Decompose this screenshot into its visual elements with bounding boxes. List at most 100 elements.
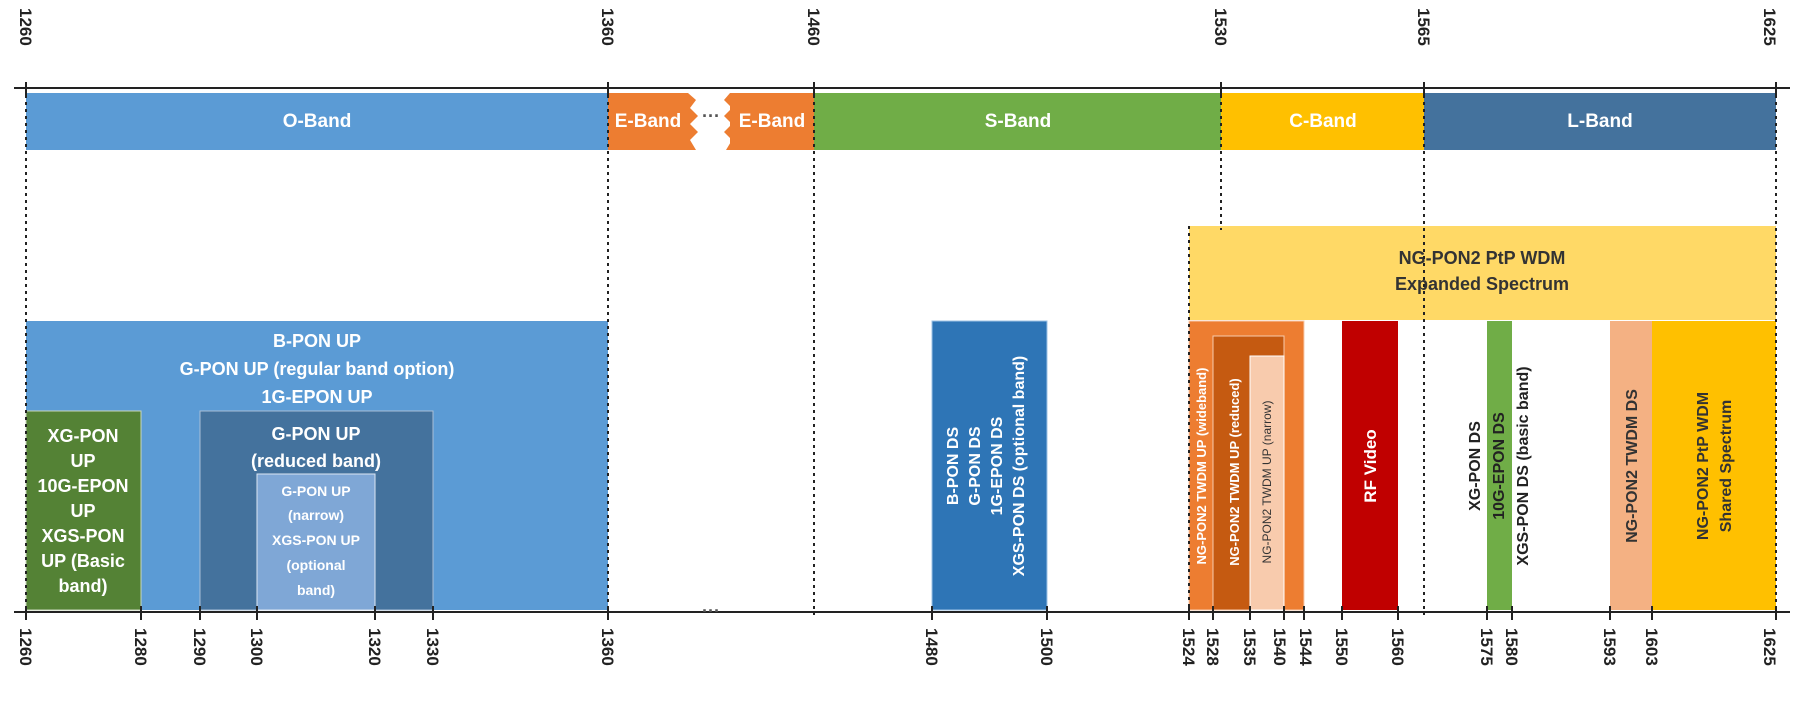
- top-axis-ticks: [25, 82, 1777, 95]
- bottom-tick-label-1528: 1528: [1203, 628, 1222, 666]
- band-l-label: L-Band: [1567, 111, 1632, 132]
- band-bar: O-Band E-Band E-Band ··· S-Band C-Band L…: [26, 93, 1776, 150]
- twdm-reduced-label: NG-PON2 TWDM UP (reduced): [1227, 378, 1242, 566]
- rf-video-label: RF Video: [1361, 429, 1380, 502]
- band-break-left: [688, 93, 698, 150]
- top-tick-label-1360: 1360: [598, 8, 617, 46]
- ngpon2-expanded-line-2: Expanded Spectrum: [1395, 274, 1569, 294]
- bottom-tick-label-1260: 1260: [16, 628, 35, 666]
- bpon-ds-rect: [931, 320, 1048, 611]
- xgpon-ds-block: XG-PON DS 10G-EPON DS XGS-PON DS (basic …: [1467, 321, 1532, 610]
- band-c-label: C-Band: [1289, 111, 1357, 132]
- bottom-tick-label-1560: 1560: [1388, 628, 1407, 666]
- ngpon2-expanded-rect: [1189, 226, 1776, 320]
- bottom-tick-label-1575: 1575: [1477, 628, 1496, 666]
- bottom-tick-label-1625: 1625: [1760, 628, 1779, 666]
- xgpon-up-line-1: XG-PON: [47, 426, 118, 446]
- ngpon2-shared-block: NG-PON2 PtP WDM Shared Spectrum: [1652, 321, 1776, 610]
- bottom-axis-break-mark: ···: [702, 601, 720, 621]
- gpon-reduced-line-2: (reduced band): [251, 451, 381, 471]
- bpon-ds-block: B-PON DS G-PON DS 1G-EPON DS XGS-PON DS …: [931, 320, 1048, 611]
- xgpon-ds-line-2: 10G-EPON DS: [1491, 412, 1508, 520]
- twdm-narrow-rect: [1249, 355, 1285, 611]
- bottom-tick-label-1320: 1320: [365, 628, 384, 666]
- gpon-narrow-line-3: XGS-PON UP: [272, 532, 360, 548]
- bottom-tick-label-1580: 1580: [1502, 628, 1521, 666]
- bottom-tick-label-1524: 1524: [1179, 628, 1198, 666]
- band-s-label: S-Band: [985, 111, 1052, 132]
- band-e-left-label: E-Band: [615, 111, 682, 132]
- xgpon-up-line-7: band): [59, 576, 108, 596]
- xgpon-ds-line-3: XGS-PON DS (basic band): [1515, 366, 1532, 565]
- bpon-ds-line-1: B-PON DS: [945, 427, 962, 506]
- rf-video-block: RF Video: [1342, 321, 1398, 610]
- twdm-up-group: NG-PON2 TWDM UP (wideband) NG-PON2 TWDM …: [1188, 320, 1305, 611]
- rf-video-rect: [1342, 321, 1398, 610]
- bpon-ds-line-4: XGS-PON DS (optional band): [1011, 356, 1028, 576]
- bpon-up-line-2: G-PON UP (regular band option): [180, 359, 455, 379]
- bottom-tick-label-1544: 1544: [1296, 628, 1315, 666]
- band-o: [26, 93, 608, 150]
- bottom-tick-label-1500: 1500: [1037, 628, 1056, 666]
- xgpon-up-line-6: UP (Basic: [41, 551, 125, 571]
- bottom-tick-label-1280: 1280: [131, 628, 150, 666]
- top-tick-label-1460: 1460: [804, 8, 823, 46]
- top-tick-label-1260: 1260: [16, 8, 35, 46]
- gpon-narrow-line-1: G-PON UP: [281, 483, 350, 499]
- ngpon2-shared-line-2: Shared Spectrum: [1718, 400, 1735, 532]
- xgpon-up-rect: [25, 410, 142, 611]
- bottom-axis-ticks: [25, 606, 1777, 620]
- gpon-reduced-line-1: G-PON UP: [271, 424, 360, 444]
- band-c: [1221, 93, 1424, 150]
- twdm-ds-rect: [1610, 321, 1652, 610]
- bottom-tick-label-1603: 1603: [1642, 628, 1661, 666]
- band-e-left: [608, 93, 688, 150]
- band-s: [814, 93, 1221, 150]
- bottom-tick-label-1480: 1480: [922, 628, 941, 666]
- bottom-tick-label-1300: 1300: [247, 628, 266, 666]
- gpon-narrow-line-2: (narrow): [288, 507, 344, 523]
- band-e-right-label: E-Band: [739, 111, 806, 132]
- twdm-ds-block: NG-PON2 TWDM DS: [1610, 321, 1652, 610]
- xgpon-up-line-5: XGS-PON: [41, 526, 124, 546]
- ngpon2-shared-line-1: NG-PON2 PtP WDM: [1695, 392, 1712, 540]
- top-tick-labels: 1260 1360 1460 1530 1565 1625: [16, 8, 1779, 46]
- top-tick-label-1625: 1625: [1760, 8, 1779, 46]
- ngpon2-expanded-line-1: NG-PON2 PtP WDM: [1399, 248, 1566, 268]
- band-o-label: O-Band: [283, 111, 352, 132]
- bottom-tick-label-1550: 1550: [1332, 628, 1351, 666]
- gpon-narrow-rect: [256, 473, 376, 611]
- twdm-wideband-label: NG-PON2 TWDM UP (wideband): [1194, 368, 1209, 565]
- bottom-tick-label-1535: 1535: [1240, 628, 1259, 666]
- bpon-ds-line-2: G-PON DS: [967, 426, 984, 505]
- bpon-up-line-1: B-PON UP: [273, 331, 361, 351]
- ngpon2-expanded-block: NG-PON2 PtP WDM Expanded Spectrum: [1189, 226, 1776, 320]
- bottom-tick-label-1360: 1360: [598, 628, 617, 666]
- guide-lines: [25, 88, 1777, 615]
- bpon-ds-line-3: 1G-EPON DS: [989, 416, 1006, 515]
- xgpon-up-line-3: 10G-EPON: [37, 476, 128, 496]
- gpon-narrow-line-5: band): [297, 582, 335, 598]
- twdm-ds-label: NG-PON2 TWDM DS: [1624, 389, 1641, 543]
- twdm-narrow-label: NG-PON2 TWDM UP (narrow): [1260, 401, 1274, 564]
- top-tick-label-1530: 1530: [1211, 8, 1230, 46]
- bottom-tick-labels: 1260 1280 1290 1300 1320 1330 1360 1480 …: [16, 628, 1779, 666]
- bottom-tick-label-1290: 1290: [190, 628, 209, 666]
- bottom-tick-label-1593: 1593: [1600, 628, 1619, 666]
- xgpon-up-line-4: UP: [70, 501, 95, 521]
- top-tick-label-1565: 1565: [1414, 8, 1433, 46]
- xgpon-ds-line-1: XG-PON DS: [1467, 421, 1484, 511]
- xgpon-up-block: XG-PON UP 10G-EPON UP XGS-PON UP (Basic …: [25, 410, 142, 611]
- band-ellipsis: ···: [702, 106, 720, 126]
- bottom-tick-label-1540: 1540: [1270, 628, 1289, 666]
- xgpon-ds-rect: [1487, 321, 1512, 610]
- ngpon2-shared-rect: [1652, 321, 1776, 610]
- band-e-right: [730, 93, 814, 150]
- gpon-narrow-block: G-PON UP (narrow) XGS-PON UP (optional b…: [256, 473, 376, 611]
- bpon-up-line-3: 1G-EPON UP: [261, 387, 372, 407]
- bottom-tick-label-1330: 1330: [423, 628, 442, 666]
- band-l: [1424, 93, 1776, 150]
- gpon-narrow-line-4: (optional: [286, 557, 345, 573]
